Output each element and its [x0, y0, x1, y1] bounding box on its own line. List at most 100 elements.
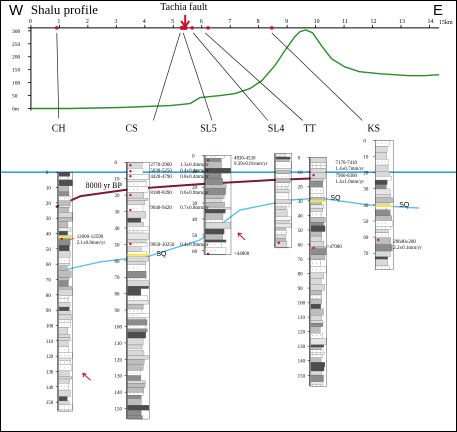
depth-tick-label: 20 [298, 185, 303, 190]
tt-age-2: 7960-8360 [336, 174, 358, 179]
lithology-layer [127, 200, 145, 205]
depth-tick-label: 0 [192, 154, 195, 159]
km-tick-label: 13 [399, 19, 405, 25]
site-label-sl5: SL5 [200, 123, 217, 134]
lithology-layer [310, 326, 321, 334]
cs-age-2: 5030-5250 [150, 169, 172, 174]
sq-label-ks: SQ [399, 202, 410, 209]
km-tick-label: 5 [171, 19, 174, 25]
lithology-layer [310, 254, 325, 261]
lithology-layer [58, 340, 69, 347]
lithology-layer [204, 167, 231, 174]
lithology-layer [375, 146, 388, 153]
tt-rate-2: 1.4±1.0mm/yr [336, 180, 365, 185]
profile-title: Shalu profile [31, 2, 98, 17]
cs-rate-3: 0.8±0.4mm/yr [180, 175, 209, 180]
sample-dot-icon [277, 241, 280, 245]
depth-tick-label: 50 [115, 243, 120, 248]
lithology-layer [58, 176, 68, 180]
lithology-layer [127, 337, 144, 346]
ks-age: 29640±200 [393, 240, 416, 245]
lithology-layer [127, 410, 142, 416]
cs-rate-2: 0.4±0.4mm/yr [180, 169, 209, 174]
lithology-layer [375, 194, 391, 198]
lithology-layer [375, 179, 388, 185]
depth-tick-label: 40 [115, 227, 120, 232]
lithology-layer [275, 156, 291, 160]
lithology-layer [127, 246, 142, 252]
depth-tick-label: 10 [115, 178, 120, 183]
lithology-layer [275, 170, 291, 174]
lithology-layer [310, 157, 326, 164]
lithology-layer [58, 376, 72, 380]
event-arrow-icon [237, 232, 246, 241]
lithology-layer [58, 298, 68, 303]
lithology-layer [58, 314, 72, 320]
column-ks: 0 10 20 30 40 50 60 70 [363, 139, 394, 270]
lithology-layer [127, 256, 149, 262]
ks-annotations: 29640±200 2.2±0.1mm/yr [393, 240, 422, 251]
sq-line [60, 197, 420, 272]
depth-tick-label: 110 [46, 340, 54, 345]
lithology-layer [310, 308, 324, 316]
km-tick-label: 0 [29, 19, 32, 25]
sample-dot-icon [270, 26, 274, 30]
lithology-layer [127, 331, 146, 339]
lithology-layer [310, 225, 326, 232]
lithology-layer [127, 288, 141, 296]
lithology-layer [58, 238, 71, 246]
lithology-layer [127, 364, 144, 371]
lithology-layer [127, 179, 147, 183]
lithology-layer [310, 168, 326, 173]
depth-tick-label: 150 [115, 408, 123, 413]
lithology-layer [310, 204, 325, 209]
lithology-layer [58, 389, 71, 397]
lithology-layer [204, 228, 225, 235]
depth-tick-label: 90 [115, 309, 120, 314]
lithology-layer [58, 265, 68, 271]
elevation-tick-label: 100 [12, 81, 20, 87]
lithology-layer [58, 346, 69, 353]
lithology-layer [127, 355, 149, 360]
sq-label-cs: SQ [156, 251, 167, 258]
depth-tick-label: 60 [192, 250, 197, 255]
depth-tick-label: 90 [298, 287, 303, 292]
lithology-layer [127, 232, 149, 240]
lithology-layer [275, 178, 291, 184]
site-label-cs: CS [125, 123, 137, 134]
lithology-layer [127, 286, 149, 289]
site-connectors [56, 32, 363, 121]
lithology-layer [127, 239, 147, 244]
topography-line [30, 29, 440, 110]
depth-tick-label: 10 [46, 187, 51, 192]
km-unit-label: 15km [439, 20, 453, 26]
lithology-layer [58, 172, 71, 177]
lithology-layer [127, 217, 142, 223]
depth-tick-label: 20 [363, 172, 368, 177]
east-direction-label: E [433, 2, 443, 19]
lithology-layer [204, 219, 223, 223]
depth-tick-label: 110 [115, 342, 123, 347]
site-label-tt: TT [304, 123, 316, 134]
lithology-layer [275, 227, 286, 231]
lithology-layer [310, 178, 325, 182]
lithology-layer [58, 334, 70, 338]
ch-age: 12000-12590 [77, 235, 104, 240]
lithology-layer [204, 212, 224, 220]
lithology-layer [375, 250, 391, 257]
lithology-layer [58, 277, 70, 281]
depth-tick-label: 150 [46, 401, 54, 406]
fault-label: Tachia fault [160, 2, 207, 13]
lithology-layer [58, 185, 69, 192]
lithology-layer [127, 375, 141, 381]
lithology-layer [375, 197, 394, 203]
lithology-layer [375, 237, 391, 245]
lithology-layer [58, 231, 68, 236]
depth-tick-label: 50 [192, 234, 197, 239]
lithology-layer [127, 415, 143, 420]
km-tick-label: 4 [143, 19, 146, 25]
lithology-layer [310, 298, 322, 305]
lithology-layer [58, 217, 73, 222]
elevation-tick-label: 0m [12, 106, 20, 112]
depth-tick-label: 50 [46, 248, 51, 253]
